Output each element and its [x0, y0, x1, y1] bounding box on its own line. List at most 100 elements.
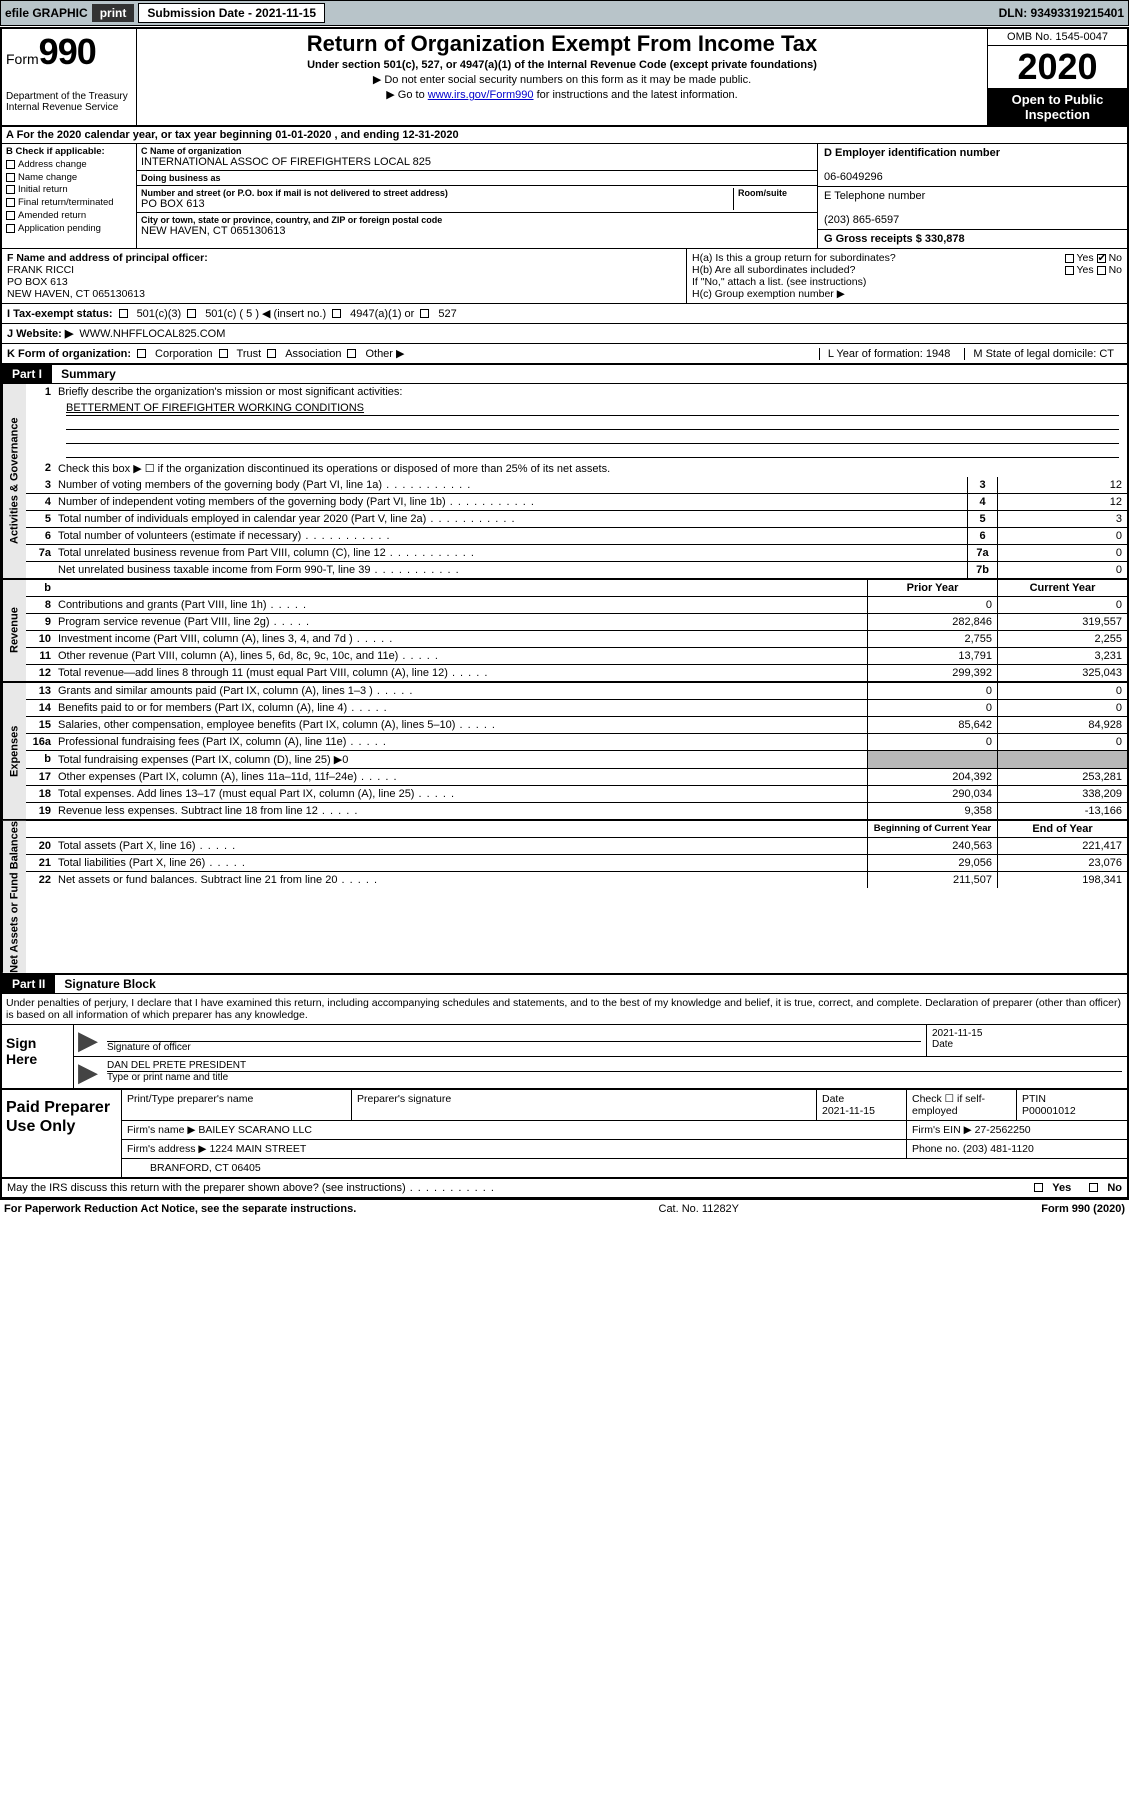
row-desc: Total number of volunteers (estimate if …: [54, 528, 967, 544]
hb-no[interactable]: [1097, 266, 1106, 275]
row-num: 8: [26, 597, 54, 613]
chk-501c[interactable]: [187, 309, 196, 318]
table-row: 15 Salaries, other compensation, employe…: [26, 717, 1127, 734]
chk-501c3[interactable]: [119, 309, 128, 318]
row-num: 22: [26, 872, 54, 888]
opt-501c: 501(c) ( 5 ) ◀ (insert no.): [205, 307, 326, 320]
paid-row-1: Print/Type preparer's name Preparer's si…: [122, 1090, 1127, 1121]
table-row: 13 Grants and similar amounts paid (Part…: [26, 683, 1127, 700]
dba-box: Doing business as: [137, 171, 817, 186]
row-desc: Other expenses (Part IX, column (A), lin…: [54, 769, 867, 785]
sig-line[interactable]: [107, 1028, 921, 1042]
rows-rev-container: 8 Contributions and grants (Part VIII, l…: [26, 597, 1127, 681]
row-val: 0: [997, 562, 1127, 578]
discuss-label: May the IRS discuss this return with the…: [7, 1182, 495, 1194]
chk-address-change[interactable]: [6, 160, 15, 169]
hb-yes[interactable]: [1065, 266, 1074, 275]
header-right: OMB No. 1545-0047 2020 Open to Public In…: [987, 29, 1127, 125]
line-2-desc: Check this box ▶ ☐ if the organization d…: [54, 460, 1127, 477]
dln-label: DLN: 93493319215401: [999, 6, 1124, 20]
chk-assoc[interactable]: [267, 349, 276, 358]
row-num: 15: [26, 717, 54, 733]
sig-date-label: Date: [932, 1039, 953, 1050]
chk-other[interactable]: [347, 349, 356, 358]
row-key: 7b: [967, 562, 997, 578]
row-desc: Professional fundraising fees (Part IX, …: [54, 734, 867, 750]
row-desc: Total expenses. Add lines 13–17 (must eq…: [54, 786, 867, 802]
row-cy: 23,076: [997, 855, 1127, 871]
mission-line2: [66, 416, 1119, 430]
opt-amended: Amended return: [18, 210, 86, 221]
row-key: 4: [967, 494, 997, 510]
submission-date-button[interactable]: Submission Date - 2021-11-15: [138, 3, 325, 23]
chk-4947[interactable]: [332, 309, 341, 318]
na-hdr-num: [26, 821, 54, 837]
table-row: 16a Professional fundraising fees (Part …: [26, 734, 1127, 751]
header-left: Form990 Department of the Treasury Inter…: [2, 29, 137, 125]
chk-app-pending[interactable]: [6, 224, 15, 233]
table-row: 5 Total number of individuals employed i…: [26, 511, 1127, 528]
page-footer: For Paperwork Reduction Act Notice, see …: [0, 1200, 1129, 1218]
row-key: 3: [967, 477, 997, 493]
table-row: 8 Contributions and grants (Part VIII, l…: [26, 597, 1127, 614]
part-2-title: Signature Block: [58, 977, 155, 991]
mission-text: BETTERMENT OF FIREFIGHTER WORKING CONDIT…: [66, 402, 1119, 416]
line-a-tax-year: A For the 2020 calendar year, or tax yea…: [2, 127, 1127, 144]
opt-initial-return: Initial return: [18, 184, 68, 195]
row-py: 0: [867, 683, 997, 699]
row-py: 2,755: [867, 631, 997, 647]
row-num: 21: [26, 855, 54, 871]
yes-label: Yes: [1052, 1182, 1071, 1194]
chk-527[interactable]: [420, 309, 429, 318]
irs-link[interactable]: www.irs.gov/Form990: [428, 89, 534, 101]
street-label: Number and street (or P.O. box if mail i…: [141, 188, 733, 198]
ha-yes[interactable]: [1065, 254, 1074, 263]
block-deg: D Employer identification number 06-6049…: [817, 144, 1127, 248]
discuss-no[interactable]: [1089, 1183, 1098, 1192]
table-row: 22 Net assets or fund balances. Subtract…: [26, 872, 1127, 888]
table-row: 4 Number of independent voting members o…: [26, 494, 1127, 511]
row-py: 85,642: [867, 717, 997, 733]
ptin-value: P00001012: [1022, 1105, 1076, 1117]
sign-right: ▶ Signature of officer 2021-11-15 Date ▶…: [74, 1025, 1127, 1088]
row-desc: Total liabilities (Part X, line 26): [54, 855, 867, 871]
row-py: 240,563: [867, 838, 997, 854]
chk-corp[interactable]: [137, 349, 146, 358]
col-eoy: End of Year: [997, 821, 1127, 837]
ein-value: 06-6049296: [824, 171, 883, 183]
street-value: PO BOX 613: [141, 198, 733, 210]
discuss-yes[interactable]: [1034, 1183, 1043, 1192]
chk-name-change[interactable]: [6, 173, 15, 182]
group-activities-governance: Activities & Governance 1 Briefly descri…: [2, 384, 1127, 580]
print-button[interactable]: print: [92, 4, 135, 22]
ha-no[interactable]: [1097, 254, 1106, 263]
row-py: 29,056: [867, 855, 997, 871]
efile-label: efile GRAPHIC: [5, 6, 88, 20]
mission-line4: [66, 444, 1119, 458]
row-desc: Total number of individuals employed in …: [54, 511, 967, 527]
chk-initial-return[interactable]: [6, 185, 15, 194]
self-employed-label: Check ☐ if self-employed: [907, 1090, 1017, 1120]
chk-final-return[interactable]: [6, 198, 15, 207]
rows-a-container: 3 Number of voting members of the govern…: [26, 477, 1127, 578]
opt-app-pending: Application pending: [18, 223, 101, 234]
firm-phone-label: Phone no.: [912, 1143, 960, 1155]
opt-501c3: 501(c)(3): [137, 308, 182, 320]
rev-hdr-desc: [54, 580, 867, 596]
row-val: 3: [997, 511, 1127, 527]
opt-4947: 4947(a)(1) or: [350, 308, 414, 320]
irs-label: Internal Revenue Service: [6, 102, 132, 113]
row-py: 211,507: [867, 872, 997, 888]
row-cy: 221,417: [997, 838, 1127, 854]
row-py: 0: [867, 700, 997, 716]
bracket-icon: ▶: [74, 1025, 102, 1056]
dba-label: Doing business as: [141, 173, 813, 183]
row-py: 9,358: [867, 803, 997, 819]
row-num: 17: [26, 769, 54, 785]
table-row: 18 Total expenses. Add lines 13–17 (must…: [26, 786, 1127, 803]
chk-trust[interactable]: [219, 349, 228, 358]
row-py: 0: [867, 597, 997, 613]
row-key: 5: [967, 511, 997, 527]
chk-amended[interactable]: [6, 211, 15, 220]
row-cy: 84,928: [997, 717, 1127, 733]
